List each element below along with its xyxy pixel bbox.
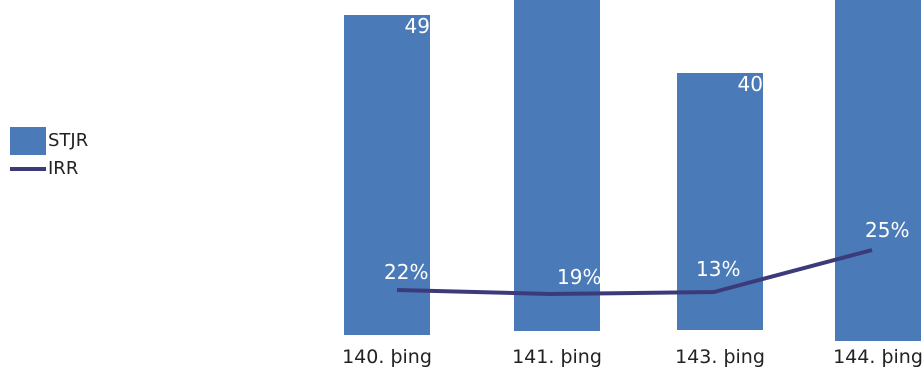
- bar-label-3: 40: [738, 72, 763, 96]
- irr-label-3: 13%: [696, 257, 740, 281]
- bar-3: [677, 73, 763, 330]
- legend-swatch-line: [10, 167, 46, 171]
- bar-label-1: 49: [405, 14, 430, 38]
- legend: STJR IRR: [10, 127, 88, 183]
- irr-line: [396, 248, 873, 296]
- legend-item-stjr: STJR: [10, 127, 88, 155]
- bar-2: [514, 0, 600, 331]
- legend-label-irr: IRR: [48, 158, 79, 179]
- legend-swatch-bar: [10, 127, 46, 155]
- legend-item-irr: IRR: [10, 155, 88, 183]
- x-tick-label-1: 140. þing: [342, 346, 432, 368]
- irr-label-2: 19%: [557, 265, 601, 289]
- bar-4: [835, 0, 921, 341]
- irr-label-4: 25%: [865, 218, 909, 242]
- x-tick-label-4: 144. þing: [833, 346, 923, 368]
- bar-1: [344, 15, 430, 335]
- irr-label-1: 22%: [384, 260, 428, 284]
- legend-label-stjr: STJR: [48, 130, 89, 151]
- x-tick-label-3: 143. þing: [675, 346, 765, 368]
- x-tick-label-2: 141. þing: [512, 346, 602, 368]
